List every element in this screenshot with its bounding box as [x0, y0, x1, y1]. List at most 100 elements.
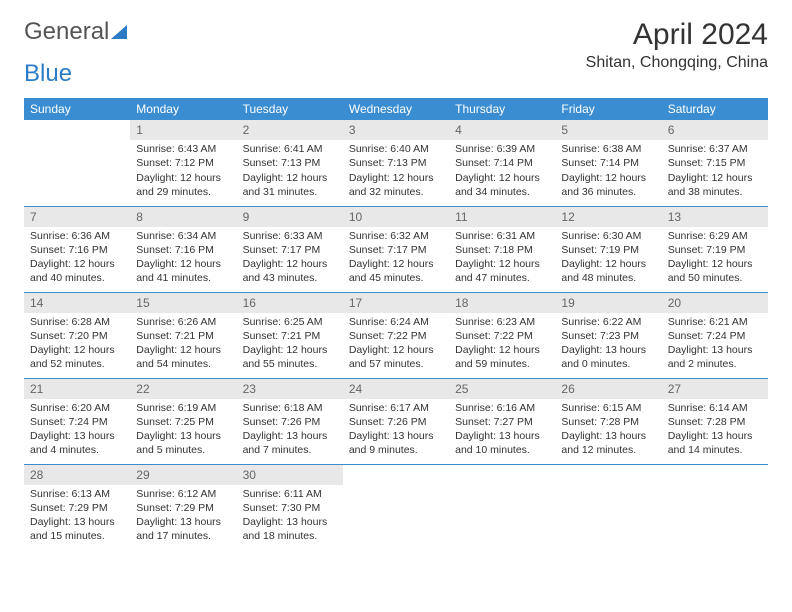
sunrise-label: Sunrise: — [243, 402, 282, 414]
daylight-label: Daylight: — [136, 172, 177, 184]
sunrise-value: 6:33 AM — [284, 230, 323, 242]
calendar-cell: 20Sunrise: 6:21 AMSunset: 7:24 PMDayligh… — [662, 292, 768, 378]
day-content: Sunrise: 6:23 AMSunset: 7:22 PMDaylight:… — [449, 313, 555, 376]
calendar-cell: 5Sunrise: 6:38 AMSunset: 7:14 PMDaylight… — [555, 120, 661, 206]
day-number: 1 — [130, 120, 236, 140]
sunset-value: 7:24 PM — [69, 416, 108, 428]
daylight-label: Daylight: — [349, 344, 390, 356]
calendar-row: 7Sunrise: 6:36 AMSunset: 7:16 PMDaylight… — [24, 206, 768, 292]
daylight-label: Daylight: — [30, 258, 71, 270]
day-content: Sunrise: 6:15 AMSunset: 7:28 PMDaylight:… — [555, 399, 661, 462]
daylight-label: Daylight: — [668, 172, 709, 184]
sunset-label: Sunset: — [455, 157, 491, 169]
day-number: 6 — [662, 120, 768, 140]
daylight-label: Daylight: — [136, 516, 177, 528]
sunset-label: Sunset: — [349, 244, 385, 256]
sunset-label: Sunset: — [243, 416, 279, 428]
day-number: 9 — [237, 207, 343, 227]
calendar-row: 28 Sunrise: 6:13 AM Sunset: 7:29 PM Dayligh… — [24, 464, 768, 550]
sunrise-label: Sunrise: — [136, 402, 175, 414]
sunrise-value: 6:21 AM — [709, 316, 748, 328]
weekday-header: Wednesday — [343, 98, 449, 120]
day-content: Sunrise: 6:37 AMSunset: 7:15 PMDaylight:… — [662, 140, 768, 203]
sunrise-value: 6:17 AM — [390, 402, 429, 414]
sunrise-label: Sunrise: — [668, 316, 707, 328]
calendar-body: .1Sunrise: 6:43 AMSunset: 7:12 PMDayligh… — [24, 120, 768, 550]
sunset-label: Sunset: — [668, 330, 704, 342]
calendar-cell: . — [24, 120, 130, 206]
day-content: Sunrise: 6:19 AMSunset: 7:25 PMDaylight:… — [130, 399, 236, 462]
daylight-label: Daylight: — [349, 172, 390, 184]
sunset-label: Sunset: — [30, 416, 66, 428]
calendar-cell: 10Sunrise: 6:32 AMSunset: 7:17 PMDayligh… — [343, 206, 449, 292]
sunrise-value: 6:34 AM — [178, 230, 217, 242]
sunrise-value: 6:22 AM — [603, 316, 642, 328]
calendar-cell: 22Sunrise: 6:19 AMSunset: 7:25 PMDayligh… — [130, 378, 236, 464]
sunset-value: 7:29 PM — [69, 502, 108, 514]
sunrise-value: 6:29 AM — [709, 230, 748, 242]
sunset-label: Sunset: — [349, 157, 385, 169]
daylight-label: Daylight: — [561, 430, 602, 442]
calendar-cell: . — [343, 464, 449, 550]
daylight-label: Daylight: — [349, 430, 390, 442]
day-content: Sunrise: 6:17 AMSunset: 7:26 PMDaylight:… — [343, 399, 449, 462]
day-content: Sunrise: 6:22 AMSunset: 7:23 PMDaylight:… — [555, 313, 661, 376]
sunset-label: Sunset: — [136, 157, 172, 169]
calendar-cell: 6Sunrise: 6:37 AMSunset: 7:15 PMDaylight… — [662, 120, 768, 206]
sunset-value: 7:28 PM — [706, 416, 745, 428]
sunset-value: 7:16 PM — [69, 244, 108, 256]
sunrise-label: Sunrise: — [243, 230, 282, 242]
sunset-label: Sunset: — [243, 157, 279, 169]
sunset-value: 7:14 PM — [600, 157, 639, 169]
title-block: April 2024 Shitan, Chongqing, China — [586, 18, 768, 72]
day-content: Sunrise: 6:43 AMSunset: 7:12 PMDaylight:… — [130, 140, 236, 203]
calendar-cell: . — [449, 464, 555, 550]
logo-text-1: General — [24, 18, 109, 46]
calendar-cell: 2Sunrise: 6:41 AMSunset: 7:13 PMDaylight… — [237, 120, 343, 206]
weekday-header-row: Sunday Monday Tuesday Wednesday Thursday… — [24, 98, 768, 120]
day-number: 23 — [237, 379, 343, 399]
calendar-cell: 1Sunrise: 6:43 AMSunset: 7:12 PMDaylight… — [130, 120, 236, 206]
day-number: 25 — [449, 379, 555, 399]
sunset-value: 7:18 PM — [494, 244, 533, 256]
day-number: 8 — [130, 207, 236, 227]
calendar-cell: 9Sunrise: 6:33 AMSunset: 7:17 PMDaylight… — [237, 206, 343, 292]
sunrise-label: Sunrise: — [455, 316, 494, 328]
sunrise-value: 6:31 AM — [497, 230, 536, 242]
daylight-label: Daylight: — [349, 258, 390, 270]
sunrise-value: 6:20 AM — [71, 402, 110, 414]
weekday-header: Thursday — [449, 98, 555, 120]
sunrise-label: Sunrise: — [455, 402, 494, 414]
sunrise-label: Sunrise: — [455, 143, 494, 155]
daylight-label: Daylight: — [136, 430, 177, 442]
sunset-value: 7:21 PM — [175, 330, 214, 342]
day-number: 5 — [555, 120, 661, 140]
day-content: Sunrise: 6:36 AMSunset: 7:16 PMDaylight:… — [24, 227, 130, 290]
day-number: 28 — [24, 465, 130, 485]
day-number: 26 — [555, 379, 661, 399]
sunrise-label: Sunrise: — [30, 230, 69, 242]
weekday-header: Saturday — [662, 98, 768, 120]
sunset-label: Sunset: — [561, 330, 597, 342]
sunrise-label: Sunrise: — [349, 316, 388, 328]
daylight-label: Daylight: — [30, 430, 71, 442]
calendar-row: 14Sunrise: 6:28 AMSunset: 7:20 PMDayligh… — [24, 292, 768, 378]
sunrise-value: 6:13 AM — [71, 488, 110, 500]
daylight-label: Daylight: — [455, 258, 496, 270]
day-content: Sunrise: 6:41 AMSunset: 7:13 PMDaylight:… — [237, 140, 343, 203]
sunrise-label: Sunrise: — [668, 143, 707, 155]
sunrise-label: Sunrise: — [136, 230, 175, 242]
sunset-label: Sunset: — [243, 502, 279, 514]
day-number: 4 — [449, 120, 555, 140]
day-content: Sunrise: 6:40 AMSunset: 7:13 PMDaylight:… — [343, 140, 449, 203]
sunset-label: Sunset: — [455, 330, 491, 342]
day-content: Sunrise: 6:26 AMSunset: 7:21 PMDaylight:… — [130, 313, 236, 376]
sunrise-value: 6:15 AM — [603, 402, 642, 414]
day-number: 24 — [343, 379, 449, 399]
logo: General — [24, 18, 127, 46]
sunrise-label: Sunrise: — [30, 488, 69, 500]
sunset-label: Sunset: — [136, 416, 172, 428]
daylight-label: Daylight: — [455, 344, 496, 356]
day-content: Sunrise: 6:25 AMSunset: 7:21 PMDaylight:… — [237, 313, 343, 376]
sunrise-value: 6:41 AM — [284, 143, 323, 155]
